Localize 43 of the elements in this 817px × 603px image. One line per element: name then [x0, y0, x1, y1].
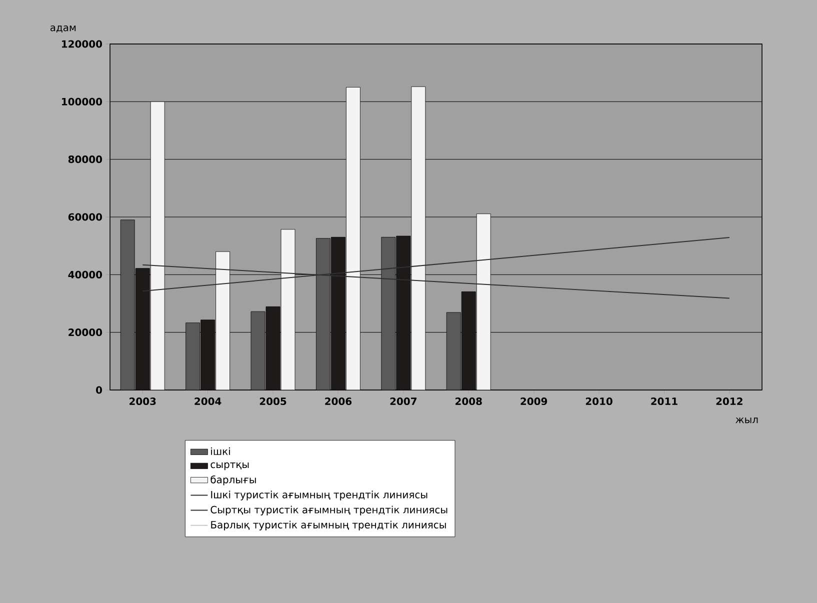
- bar: [200, 320, 215, 390]
- legend-label: барлығы: [210, 475, 256, 486]
- legend-label: Сыртқы туристік ағымның трендтік линиясы: [210, 506, 448, 516]
- bar: [120, 220, 135, 390]
- legend-label: Ішкі туристік ағымның трендтік линиясы: [211, 490, 428, 500]
- legend-label: Барлық туристік ағымның трендтік линиясы: [211, 520, 446, 530]
- bar: [316, 238, 330, 390]
- x-tick-label: 2005: [260, 398, 286, 406]
- legend-label: сыртқы: [210, 462, 249, 470]
- y-tick-label: 100000: [62, 98, 102, 106]
- x-tick-label: 2004: [194, 398, 222, 406]
- bar: [280, 229, 296, 390]
- bar: [150, 101, 165, 390]
- bar: [186, 322, 200, 390]
- y-tick-label: 0: [96, 386, 102, 394]
- y-tick-label: 20000: [68, 328, 102, 336]
- bar: [476, 214, 491, 390]
- y-tick-label: 40000: [68, 270, 102, 278]
- bar: [331, 236, 346, 390]
- bar: [216, 251, 230, 390]
- x-tick-label: 2012: [716, 398, 742, 406]
- bar: [411, 86, 426, 390]
- bar: [346, 87, 360, 390]
- x-tick-label: 2003: [130, 398, 156, 406]
- y-tick-label: 60000: [68, 213, 102, 221]
- bar: [250, 311, 266, 390]
- y-tick-label: 80000: [68, 156, 102, 164]
- x-tick-label: 2006: [325, 398, 352, 406]
- bar: [461, 291, 476, 390]
- bar: [381, 236, 396, 390]
- x-tick-label: 2011: [651, 398, 678, 406]
- legend-label: ішкі: [211, 447, 230, 455]
- x-tick-label: 2007: [390, 398, 416, 406]
- bar: [135, 268, 150, 390]
- bar: [266, 306, 280, 390]
- x-tick-label: 2010: [586, 398, 612, 406]
- y-tick-label: 120000: [62, 40, 102, 48]
- bar: [396, 236, 411, 390]
- y-axis-title: адам: [50, 26, 76, 32]
- x-tick-label: 2008: [456, 398, 482, 406]
- x-axis-title: жыл: [736, 418, 758, 424]
- bar: [446, 312, 461, 390]
- x-tick-label: 2009: [520, 398, 548, 406]
